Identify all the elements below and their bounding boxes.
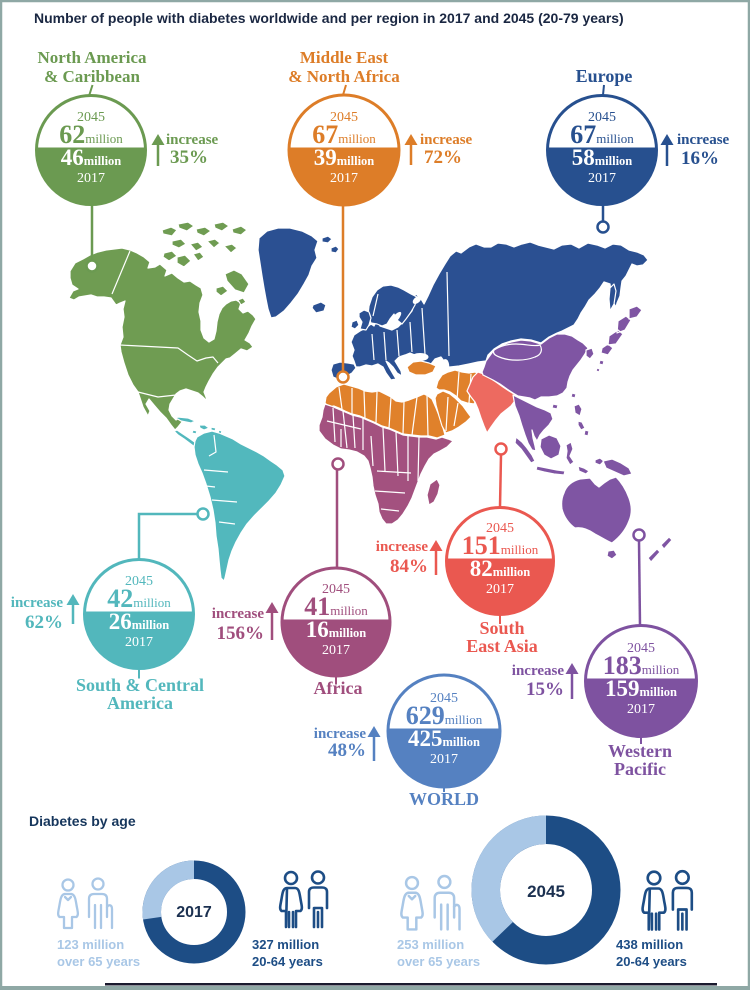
svg-text:2017: 2017 — [322, 643, 350, 658]
svg-text:425million: 425million — [408, 726, 480, 751]
svg-text:Pacific: Pacific — [614, 759, 666, 779]
svg-text:2045: 2045 — [430, 691, 458, 706]
svg-text:159million: 159million — [605, 676, 677, 701]
svg-text:Number of people with diabetes: Number of people with diabetes worldwide… — [34, 10, 624, 26]
svg-text:15%: 15% — [526, 679, 564, 700]
svg-text:Europe: Europe — [576, 66, 633, 86]
svg-text:increase: increase — [677, 132, 730, 148]
svg-text:Middle East: Middle East — [300, 48, 389, 67]
svg-text:& North Africa: & North Africa — [288, 67, 400, 86]
svg-text:2017: 2017 — [330, 171, 358, 186]
svg-text:increase: increase — [376, 539, 429, 555]
svg-text:438 million: 438 million — [616, 937, 683, 952]
svg-text:35%: 35% — [170, 147, 208, 168]
svg-text:253 million: 253 million — [397, 937, 464, 952]
svg-text:North America: North America — [37, 48, 147, 67]
svg-text:2045: 2045 — [588, 110, 616, 125]
svg-text:2045: 2045 — [627, 641, 655, 656]
svg-text:72%: 72% — [424, 147, 462, 168]
svg-text:41million: 41million — [304, 592, 368, 621]
svg-text:67million: 67million — [312, 120, 376, 149]
svg-text:2017: 2017 — [430, 752, 458, 767]
svg-text:39million: 39million — [314, 145, 375, 170]
svg-text:2045: 2045 — [77, 110, 105, 125]
svg-text:2017: 2017 — [588, 171, 616, 186]
svg-text:67million: 67million — [570, 120, 634, 149]
svg-text:increase: increase — [166, 132, 219, 148]
svg-text:2045: 2045 — [330, 110, 358, 125]
svg-text:South: South — [479, 618, 524, 638]
svg-text:Western: Western — [608, 741, 672, 761]
svg-text:84%: 84% — [390, 556, 428, 577]
svg-text:58million: 58million — [572, 145, 633, 170]
svg-text:increase: increase — [314, 726, 367, 742]
svg-text:America: America — [107, 693, 173, 713]
svg-text:WORLD: WORLD — [409, 789, 479, 809]
svg-text:2045: 2045 — [322, 582, 350, 597]
svg-text:62million: 62million — [59, 120, 123, 149]
svg-text:2045: 2045 — [527, 882, 565, 901]
svg-text:183million: 183million — [603, 651, 680, 680]
svg-text:East Asia: East Asia — [466, 636, 538, 656]
svg-text:2045: 2045 — [125, 574, 153, 589]
svg-text:48%: 48% — [328, 740, 366, 761]
svg-text:increase: increase — [212, 606, 265, 622]
svg-text:increase: increase — [420, 132, 473, 148]
svg-text:increase: increase — [512, 663, 565, 679]
svg-text:156%: 156% — [217, 623, 265, 644]
svg-text:20-64 years: 20-64 years — [252, 954, 323, 969]
svg-text:2017: 2017 — [627, 702, 655, 717]
svg-text:Diabetes by age: Diabetes by age — [29, 813, 136, 829]
svg-text:42million: 42million — [107, 584, 171, 613]
svg-text:2017: 2017 — [77, 171, 105, 186]
svg-text:over 65 years: over 65 years — [57, 954, 140, 969]
svg-text:629million: 629million — [406, 701, 483, 730]
svg-text:over 65 years: over 65 years — [397, 954, 480, 969]
svg-text:2045: 2045 — [486, 521, 514, 536]
svg-text:327 million: 327 million — [252, 937, 319, 952]
svg-text:151million: 151million — [462, 531, 539, 560]
svg-text:2017: 2017 — [486, 582, 514, 597]
svg-text:16million: 16million — [306, 617, 367, 642]
svg-text:2017: 2017 — [176, 904, 212, 921]
svg-text:20-64 years: 20-64 years — [616, 954, 687, 969]
svg-text:16%: 16% — [681, 148, 719, 169]
svg-text:increase: increase — [11, 595, 64, 611]
svg-text:2017: 2017 — [125, 635, 153, 650]
svg-text:South & Central: South & Central — [76, 675, 204, 695]
svg-text:& Caribbean: & Caribbean — [44, 67, 140, 86]
svg-text:26million: 26million — [109, 609, 170, 634]
svg-text:82million: 82million — [470, 556, 531, 581]
svg-text:62%: 62% — [25, 612, 63, 633]
svg-text:Africa: Africa — [314, 678, 363, 698]
svg-text:46million: 46million — [61, 145, 122, 170]
svg-text:123 million: 123 million — [57, 937, 124, 952]
